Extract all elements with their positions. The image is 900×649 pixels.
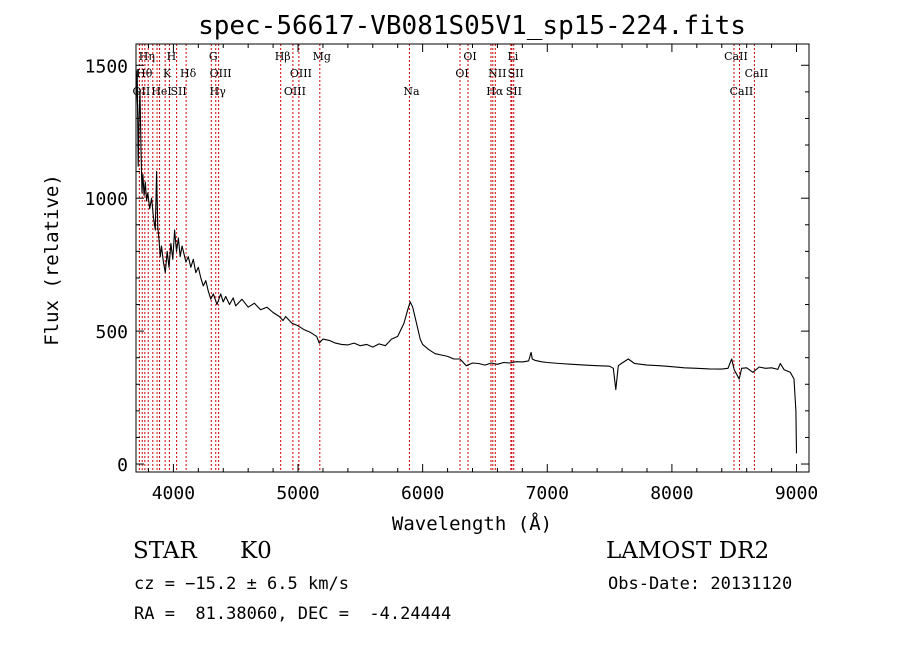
line-marker-label: OII bbox=[133, 85, 151, 98]
spectral-line-markers bbox=[138, 44, 755, 472]
line-marker-label: SII bbox=[506, 85, 522, 98]
x-tick-label: 6000 bbox=[401, 483, 444, 504]
x-tick-label: 5000 bbox=[276, 483, 319, 504]
line-marker-label: CaII bbox=[730, 85, 754, 98]
x-tick-label: 9000 bbox=[775, 483, 818, 504]
axis-ticks bbox=[136, 44, 809, 472]
x-axis-label: Wavelength (Å) bbox=[392, 512, 552, 535]
line-marker-label: OI bbox=[463, 50, 476, 63]
line-marker-label: OI bbox=[455, 67, 468, 80]
line-marker-label: NII bbox=[488, 67, 506, 80]
axis-tick-labels: 4000 5000 6000 7000 8000 9000 0 500 1000 1500 bbox=[85, 56, 819, 504]
line-marker-label: CaII bbox=[724, 50, 748, 63]
coordinates-label: RA = 81.38060, DEC = -4.24444 bbox=[134, 604, 452, 624]
spectrum-series bbox=[135, 70, 798, 454]
spectral-line-labels: OIIHθHηHeIKHSIIHδGHγOIIIHβOIIIOIIIMgNaOI… bbox=[133, 50, 769, 98]
y-tick-label: 500 bbox=[95, 322, 128, 343]
line-marker-label: G bbox=[209, 50, 218, 63]
line-marker-label: Mg bbox=[313, 50, 331, 63]
y-tick-label: 0 bbox=[117, 455, 128, 476]
line-marker-label: Hγ bbox=[210, 85, 227, 98]
chart-title: spec-56617-VB081S05V1_sp15-224.fits bbox=[198, 11, 746, 41]
observation-date-label: Obs-Date: 20131120 bbox=[608, 574, 793, 594]
line-marker-label: SII bbox=[171, 85, 187, 98]
x-tick-label: 4000 bbox=[152, 483, 195, 504]
line-marker-label: H bbox=[167, 50, 177, 63]
line-marker-label: OIII bbox=[284, 85, 306, 98]
line-marker-label: OIII bbox=[210, 67, 232, 80]
line-marker-label: OIII bbox=[290, 67, 312, 80]
y-tick-label: 1000 bbox=[85, 189, 128, 210]
y-tick-label: 1500 bbox=[85, 56, 128, 77]
line-marker-label: Li bbox=[507, 50, 518, 63]
redshift-velocity-label: cz = −15.2 ± 6.5 km/s bbox=[134, 574, 349, 594]
line-marker-label: Hθ bbox=[136, 67, 153, 80]
plot-frame bbox=[135, 43, 810, 473]
object-type-label: STAR bbox=[133, 538, 197, 564]
spectrum-line bbox=[135, 70, 798, 454]
x-tick-label: 7000 bbox=[526, 483, 569, 504]
x-tick-label: 8000 bbox=[650, 483, 693, 504]
survey-label: LAMOST DR2 bbox=[606, 538, 770, 564]
line-marker-label: Hα bbox=[486, 85, 504, 98]
line-marker-label: Hη bbox=[139, 50, 155, 63]
line-marker-label: SII bbox=[508, 67, 524, 80]
line-marker-label: HeI bbox=[151, 85, 171, 98]
line-marker-label: K bbox=[163, 67, 172, 80]
line-marker-label: Hβ bbox=[275, 50, 291, 63]
line-marker-label: Na bbox=[403, 85, 420, 98]
y-axis-label: Flux (relative) bbox=[41, 174, 63, 346]
object-class-label: K0 bbox=[240, 538, 272, 564]
line-marker-label: Hδ bbox=[180, 67, 197, 80]
line-marker-label: CaII bbox=[745, 67, 769, 80]
